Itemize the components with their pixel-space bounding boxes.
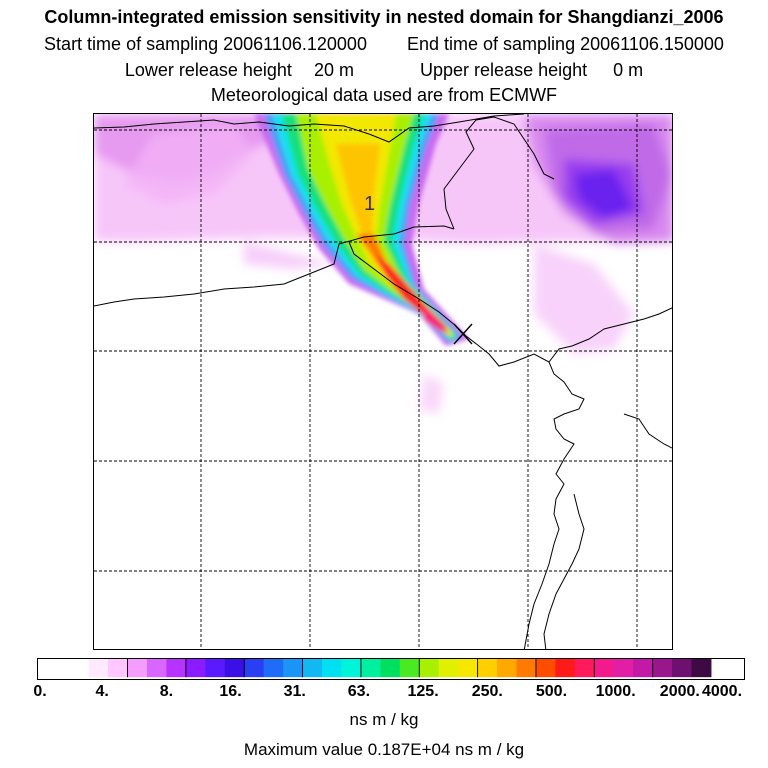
colorbar-tick-label: 125.: [407, 683, 439, 700]
colorbar-swatch: [127, 659, 148, 678]
colorbar-swatch: [341, 659, 362, 678]
colorbar-swatch: [322, 659, 342, 678]
colorbar-swatch: [69, 659, 90, 678]
colorbar-swatch: [594, 659, 615, 678]
start-time-value: 20061106.120000: [223, 34, 367, 54]
maximum-value-label: Maximum value: [243, 740, 363, 759]
release-point-cross: [453, 323, 473, 345]
start-time-label: Start time of sampling: [44, 34, 219, 54]
contour-label: 1: [364, 193, 375, 215]
colorbar-swatch: [146, 659, 167, 678]
colorbar-swatch: [477, 659, 498, 678]
colorbar-tick-label: 16.: [219, 683, 242, 700]
colorbar-swatch: [613, 659, 634, 678]
plot-title: Column-integrated emission sensitivity i…: [44, 7, 724, 27]
colorbar-tick-label: 63.: [347, 683, 371, 700]
lower-height-value: 20 m: [313, 60, 354, 80]
maximum-value-number: 0.187E+04 ns m / kg: [367, 740, 525, 759]
lower-height-label: Lower release height: [124, 60, 292, 80]
colorbar-swatch: [419, 659, 440, 678]
colorbar-swatch: [633, 659, 654, 678]
colorbar-tick-label: 0.: [33, 683, 47, 700]
coastlines: [94, 114, 672, 649]
colorbar-swatch: [88, 659, 109, 678]
colorbar-swatch: [244, 659, 265, 678]
colorbar-swatch: [166, 659, 187, 678]
colorbar-swatch: [458, 659, 479, 678]
colorbar-tick-label: 4000.: [701, 683, 743, 700]
sensitivity-map: 1: [94, 114, 672, 649]
colorbar-swatch: [380, 659, 401, 678]
colorbar-swatch: [205, 659, 226, 678]
sampling-times: Start time of sampling 20061106.120000 E…: [0, 33, 768, 55]
colorbar-swatch: [652, 659, 673, 678]
colorbar-swatch: [302, 659, 323, 678]
colorbar-tick-label: 1000.: [595, 683, 636, 700]
colorbar-tick-label: 31.: [283, 683, 306, 700]
colorbar-swatch: [263, 659, 284, 678]
meteo-source: Meteorological data used are from ECMWF: [210, 85, 558, 105]
colorbar-tick-label: 2000.: [659, 683, 700, 700]
lat-lon-grid: [94, 114, 672, 649]
colorbar-swatch: [497, 659, 517, 678]
release-heights: Lower release height 20 m Upper release …: [0, 59, 768, 81]
colorbar-swatch: [438, 659, 459, 678]
colorbar-units: ns m / kg: [349, 710, 419, 729]
colorbar-swatch: [672, 659, 693, 678]
colorbar-swatch: [360, 659, 381, 678]
colorbar-swatch: [283, 659, 304, 678]
colorbar-swatch: [108, 659, 128, 678]
plume: [254, 114, 469, 346]
end-time-label: End time of sampling: [407, 34, 576, 54]
colorbar-swatch: [224, 659, 245, 678]
colorbar-tick-label: 8.: [159, 683, 174, 700]
colorbar-swatch: [555, 659, 576, 678]
colorbar-tick-label: 500.: [535, 683, 568, 700]
colorbar-swatch: [185, 659, 206, 678]
colorbar: [37, 658, 745, 680]
upper-height-value: 0 m: [613, 60, 644, 80]
colorbar-swatch: [535, 659, 556, 678]
colorbar-swatch: [574, 659, 595, 678]
maximum-value: Maximum value 0.187E+04 ns m / kg: [0, 740, 768, 760]
upper-height-label: Upper release height: [420, 60, 588, 80]
map-panel: 1: [93, 113, 673, 650]
colorbar-tick-label: 250.: [471, 683, 503, 700]
colorbar-swatch: [399, 659, 420, 678]
end-time-value: 20061106.150000: [580, 34, 724, 54]
low-sensitivity-field: [94, 114, 672, 414]
colorbar-tick-label: 4.: [95, 683, 109, 700]
colorbar-swatch: [516, 659, 537, 678]
colorbar-swatch: [691, 659, 712, 678]
